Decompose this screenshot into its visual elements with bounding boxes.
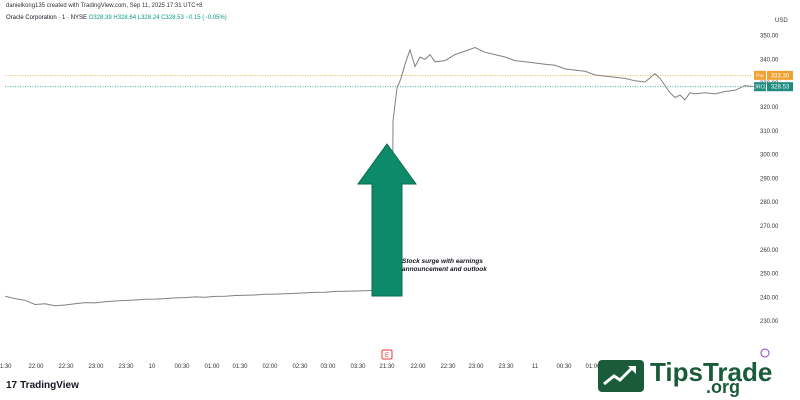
ohlc-values: O328.39 H328.64 L328.24 C328.53 −0.15 (−… bbox=[88, 15, 227, 21]
symbol-name: Oracle Corporation · 1 · NYSE bbox=[6, 15, 88, 21]
x-tick-label: 23:30 bbox=[118, 364, 134, 370]
watermark-name: TipsTrade bbox=[650, 357, 773, 387]
y-axis: 230.00 240.00 250.00 260.00 270.00 280.00 290.… bbox=[760, 34, 779, 326]
svg-text:E: E bbox=[385, 353, 389, 359]
tradingview-mark-icon: 17 bbox=[6, 380, 18, 391]
currency-label: USD bbox=[775, 18, 788, 24]
y-tick-label: 350.00 bbox=[760, 34, 779, 40]
y-tick-label: 250.00 bbox=[760, 272, 779, 278]
x-tick-label: 03:00 bbox=[320, 364, 336, 370]
x-tick-label: 00:30 bbox=[556, 364, 572, 370]
tradingview-logo[interactable]: 17 TradingView bbox=[6, 380, 79, 391]
y-tick-label: 290.00 bbox=[760, 176, 779, 182]
x-tick-label: 22:30 bbox=[440, 364, 456, 370]
x-tick-label: 23:00 bbox=[468, 364, 484, 370]
pre-label-tag bbox=[754, 70, 766, 80]
chart-caption: danielkong135 created with TradingView.c… bbox=[6, 3, 203, 9]
y-tick-label: 310.00 bbox=[760, 129, 779, 135]
earnings-marker: E bbox=[381, 349, 393, 360]
y-tick-label: 320.00 bbox=[760, 105, 779, 111]
x-axis: 21:30 22:00 22:30 23:00 23:30 10 00:30 01:00 01:… bbox=[0, 364, 630, 370]
x-tick-label: 23:00 bbox=[88, 364, 104, 370]
x-tick-label: 01:00 bbox=[585, 364, 601, 370]
x-tick-label: 01:00 bbox=[204, 364, 220, 370]
close-label-tag bbox=[754, 82, 766, 92]
surge-annotation-line-2: announcement and outlook bbox=[402, 266, 487, 273]
x-tick-label: 21:30 bbox=[0, 364, 12, 370]
x-tick-label: 22:00 bbox=[410, 364, 426, 370]
axis-settings-icon bbox=[760, 348, 770, 358]
x-tick-label: 02:30 bbox=[292, 364, 308, 370]
y-tick-label: 260.00 bbox=[760, 248, 779, 254]
pre-label-value: 333.30 bbox=[771, 73, 790, 79]
y-tick-label: 280.00 bbox=[760, 200, 779, 206]
y-tick-label: 340.00 bbox=[760, 57, 779, 63]
x-tick-label: 11 bbox=[532, 364, 539, 370]
surge-annotation-line-1: Stock surge with earnings bbox=[402, 258, 483, 265]
x-tick-label: 03:30 bbox=[350, 364, 366, 370]
y-tick-label: 270.00 bbox=[760, 224, 779, 230]
y-tick-label: 300.00 bbox=[760, 153, 779, 159]
x-tick-label: 23:30 bbox=[498, 364, 514, 370]
x-tick-label: 22:30 bbox=[58, 364, 74, 370]
price-line bbox=[4, 46, 756, 307]
x-tick-label: 21:30 bbox=[379, 364, 395, 370]
watermark-tld: .org bbox=[706, 377, 740, 397]
trend-chart-icon bbox=[598, 360, 644, 392]
price-reference-lines bbox=[5, 74, 752, 88]
x-tick-label: 02:00 bbox=[262, 364, 278, 370]
y-tick-label: 230.00 bbox=[760, 319, 779, 325]
surge-arrow bbox=[357, 143, 417, 297]
x-tick-label: 01:30 bbox=[232, 364, 248, 370]
x-tick-label: 10 bbox=[149, 364, 156, 370]
tipstrade-watermark: TipsTrade .org bbox=[598, 357, 772, 397]
price-labels: Pre 333.30 ORCL 328.53 bbox=[753, 70, 793, 92]
close-label-value: 328.53 bbox=[771, 85, 790, 91]
pre-label-value-box bbox=[767, 70, 793, 80]
close-label-name: ORCL bbox=[753, 85, 767, 91]
y-tick-label: 240.00 bbox=[760, 295, 779, 301]
tradingview-brand: TradingView bbox=[20, 380, 79, 391]
x-tick-label: 22:00 bbox=[28, 364, 44, 370]
close-label-value-box bbox=[767, 82, 793, 92]
x-tick-label: 00:30 bbox=[174, 364, 190, 370]
symbol-legend: Oracle Corporation · 1 · NYSE O328.39 H3… bbox=[6, 15, 227, 21]
price-series bbox=[4, 46, 756, 307]
pre-label-name: Pre bbox=[756, 73, 764, 79]
